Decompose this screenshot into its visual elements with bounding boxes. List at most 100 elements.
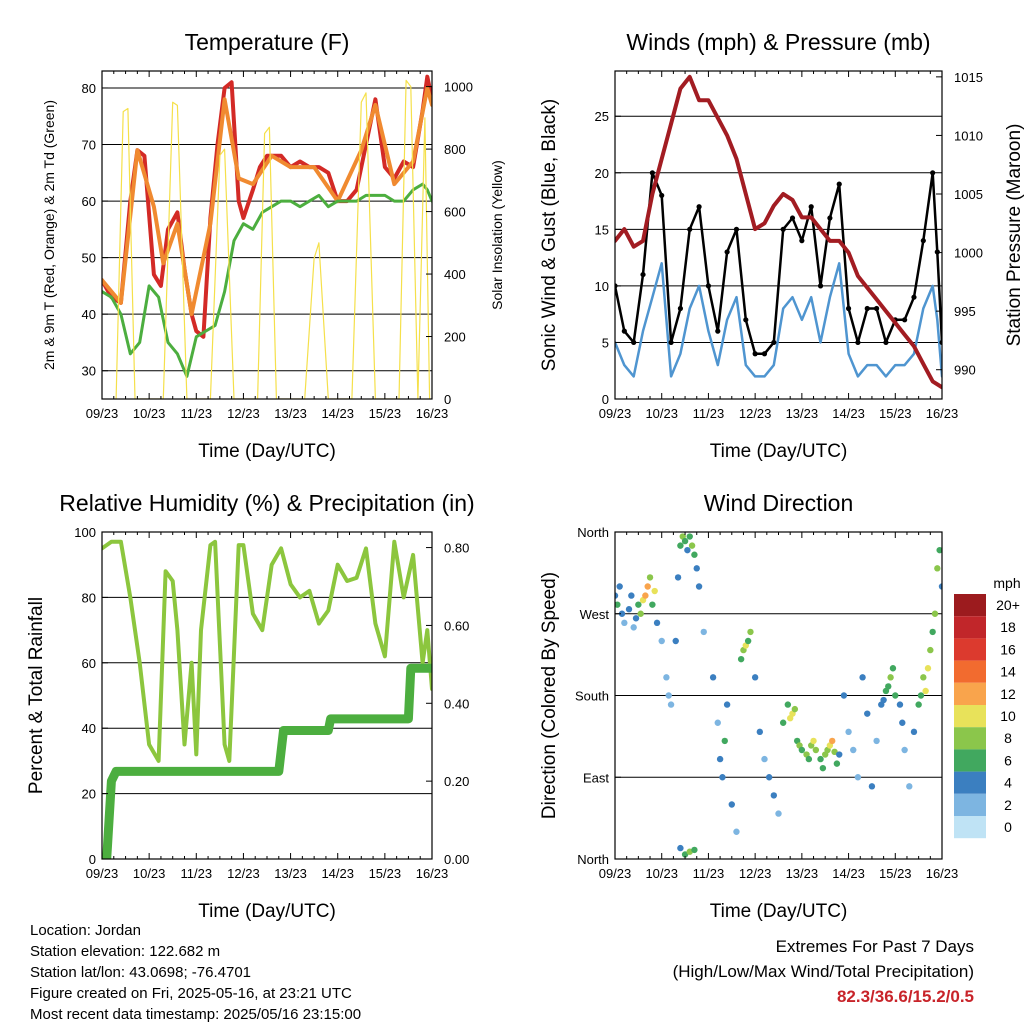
direction-point bbox=[646, 574, 654, 581]
direction-point bbox=[864, 710, 871, 717]
direction-point bbox=[805, 755, 813, 763]
y2-tick-label: 0.00 bbox=[444, 852, 469, 867]
legend-swatch bbox=[954, 682, 986, 705]
gust-point bbox=[789, 215, 796, 221]
temperature-xlabel: Time (Day/UTC) bbox=[198, 441, 336, 462]
direction-point bbox=[770, 792, 778, 799]
y2-tick-label: 995 bbox=[954, 304, 976, 319]
gust-point bbox=[733, 226, 740, 232]
direction-point bbox=[744, 637, 752, 645]
x-tick-label: 12/23 bbox=[227, 866, 260, 881]
temperature-ylabel: 2m & 9m T (Red, Orange) & 2m Td (Green) bbox=[41, 100, 57, 370]
gust-point bbox=[705, 283, 712, 289]
winds-title: Winds (mph) & Pressure (mb) bbox=[626, 29, 930, 55]
x-tick-label: 11/23 bbox=[693, 866, 725, 881]
gust-point bbox=[911, 294, 917, 300]
y2-tick-label: 1010 bbox=[954, 128, 983, 143]
extremes-values: 82.3/36.6/15.2/0.5 bbox=[836, 987, 974, 1006]
gust-point bbox=[808, 204, 814, 210]
latlon-text: Station lat/lon: 43.0698; -76.4701 bbox=[30, 964, 252, 981]
direction-point bbox=[693, 565, 700, 572]
gust-point bbox=[920, 238, 926, 244]
direction-point bbox=[681, 537, 689, 545]
direction-point bbox=[868, 783, 876, 790]
y2-tick-label: 1000 bbox=[444, 80, 473, 95]
legend-swatch bbox=[954, 816, 986, 839]
x-tick-label: 15/23 bbox=[879, 866, 912, 881]
y2-tick-label: 1005 bbox=[954, 187, 983, 202]
gust-point bbox=[827, 215, 833, 221]
direction-point bbox=[632, 615, 640, 622]
direction-point bbox=[817, 755, 824, 763]
y2-tick-label: 400 bbox=[444, 267, 466, 282]
x-tick-label: 13/23 bbox=[786, 406, 819, 421]
direction-point bbox=[644, 583, 651, 590]
x-tick-label: 15/23 bbox=[369, 406, 402, 421]
legend-swatch bbox=[954, 749, 986, 772]
direction-point bbox=[751, 674, 759, 681]
direction-point bbox=[873, 737, 880, 745]
direction-point bbox=[880, 696, 887, 704]
x-tick-label: 10/23 bbox=[645, 866, 678, 881]
gust-point bbox=[836, 181, 842, 187]
legend-label: 20+ bbox=[996, 597, 1020, 613]
direction-point bbox=[936, 546, 942, 554]
gust-point bbox=[687, 226, 693, 232]
x-tick-label: 10/23 bbox=[133, 406, 166, 421]
legend-label: 12 bbox=[1000, 686, 1016, 702]
gust-point bbox=[621, 328, 627, 334]
x-tick-label: 16/23 bbox=[416, 406, 449, 421]
x-tick-label: 09/23 bbox=[86, 406, 119, 421]
series-relative-humidity bbox=[102, 539, 432, 763]
x-tick-label: 11/23 bbox=[693, 406, 725, 421]
direction-point bbox=[929, 628, 936, 636]
legend-title: mph bbox=[993, 575, 1020, 591]
direction-point bbox=[714, 719, 721, 726]
direction-point bbox=[917, 692, 925, 699]
humidity-panel: 09/23 10/23 11/23 12/23 13/23 14/23 15/23 16/23… bbox=[26, 490, 475, 922]
x-tick-label: 12/23 bbox=[227, 406, 260, 421]
extremes-heading: Extremes For Past 7 Days bbox=[775, 937, 974, 956]
y-tick-label: 20 bbox=[82, 787, 96, 802]
direction-point bbox=[924, 665, 932, 672]
y2-tick-label: 990 bbox=[954, 363, 976, 378]
extremes-subheading: (High/Low/Max Wind/Total Precipitation) bbox=[672, 962, 974, 981]
direction-point bbox=[934, 565, 941, 572]
winds-panel: 09/23 10/23 11/23 12/23 13/23 14/23 15/23 16/23… bbox=[539, 29, 1024, 462]
winds-y2label: Station Pressure (Maroon) bbox=[1004, 124, 1024, 347]
gust-point bbox=[939, 339, 942, 346]
x-tick-label: 14/23 bbox=[832, 866, 865, 881]
y-tick-label: North bbox=[577, 525, 609, 540]
legend-label: 2 bbox=[1004, 797, 1012, 813]
direction-point bbox=[621, 619, 628, 627]
gust-point bbox=[930, 170, 936, 176]
legend-swatch bbox=[954, 594, 986, 617]
direction-point bbox=[630, 624, 637, 631]
gust-point bbox=[864, 305, 870, 312]
series-solar-insolation bbox=[115, 79, 431, 399]
direction-point bbox=[719, 774, 726, 781]
y2-tick-label: 800 bbox=[444, 142, 466, 157]
direction-point bbox=[887, 674, 894, 681]
y-tick-label: 60 bbox=[82, 656, 96, 671]
direction-point bbox=[667, 701, 675, 708]
direction-point bbox=[665, 692, 672, 699]
y-tick-label: 30 bbox=[82, 364, 96, 379]
gust-point bbox=[743, 317, 749, 323]
direction-point bbox=[653, 619, 661, 627]
direction-point bbox=[920, 674, 927, 681]
y-tick-label: 25 bbox=[595, 109, 609, 124]
x-tick-label: 10/23 bbox=[133, 866, 166, 881]
legend-label: 0 bbox=[1004, 819, 1012, 835]
legend-label: 18 bbox=[1000, 619, 1016, 635]
direction-point bbox=[733, 828, 740, 835]
gust-point bbox=[715, 328, 721, 334]
humidity-title: Relative Humidity (%) & Precipitation (i… bbox=[59, 490, 474, 516]
direction-point bbox=[691, 846, 698, 854]
direction-point bbox=[677, 844, 684, 852]
gust-point bbox=[677, 305, 684, 312]
direction-point bbox=[938, 583, 942, 590]
direction-point bbox=[761, 755, 768, 763]
y-tick-label: 10 bbox=[595, 279, 609, 294]
x-tick-label: 16/23 bbox=[926, 406, 959, 421]
